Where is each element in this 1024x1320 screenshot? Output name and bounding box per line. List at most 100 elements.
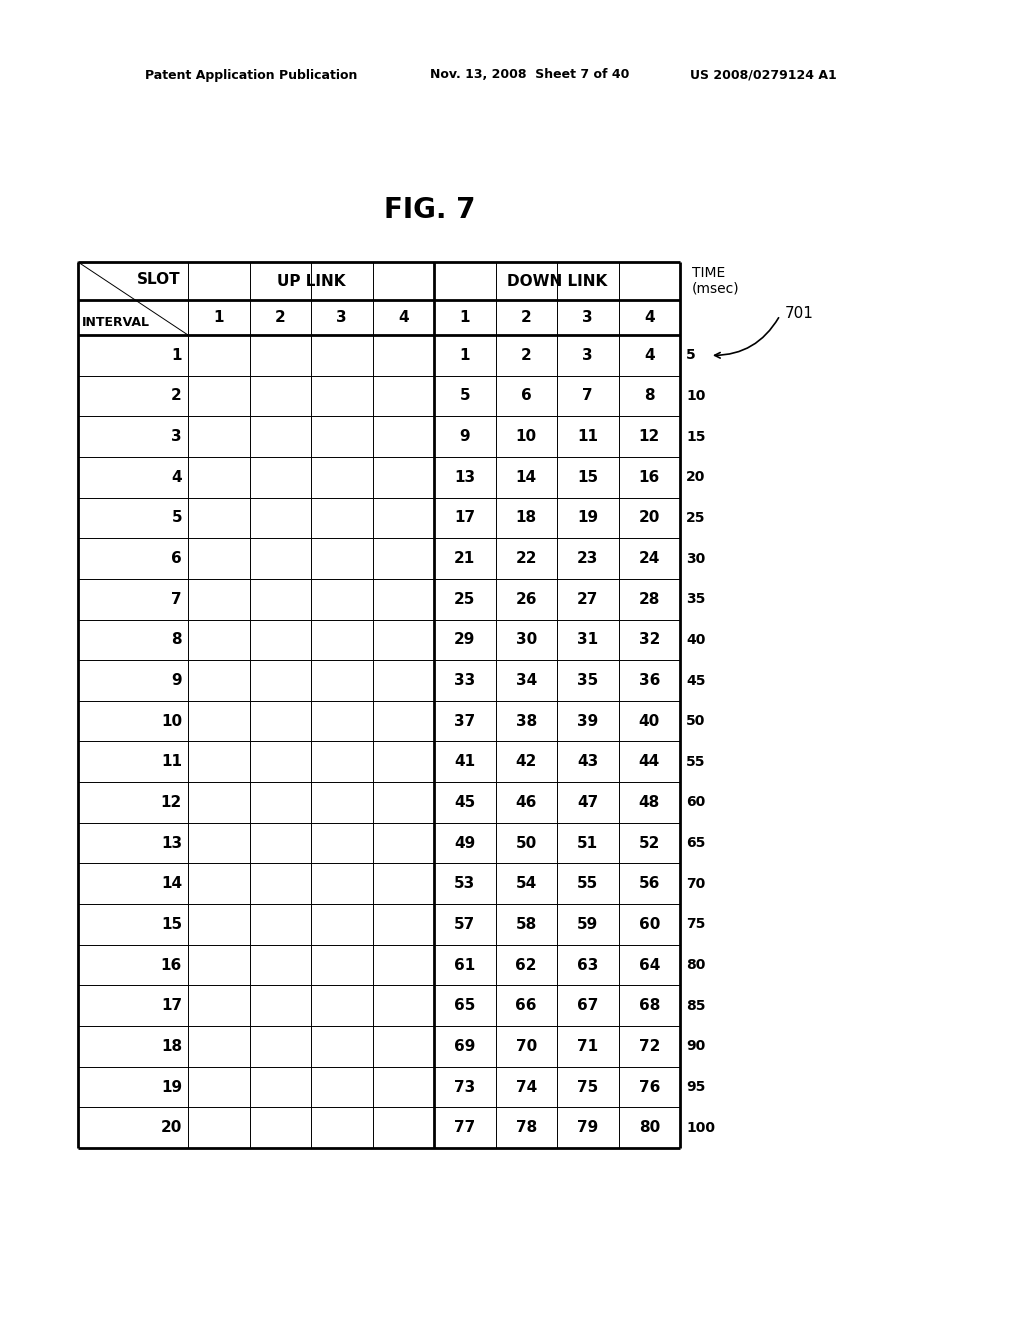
Text: 9: 9 (171, 673, 182, 688)
Text: 60: 60 (639, 917, 659, 932)
Text: 16: 16 (161, 957, 182, 973)
Text: INTERVAL: INTERVAL (82, 315, 150, 329)
Text: 4: 4 (644, 348, 654, 363)
Text: 25: 25 (686, 511, 706, 525)
Text: 60: 60 (686, 796, 706, 809)
Text: 30: 30 (516, 632, 537, 647)
Text: 2: 2 (171, 388, 182, 404)
Text: 68: 68 (639, 998, 659, 1014)
Text: 5: 5 (686, 348, 695, 362)
Text: 10: 10 (686, 389, 706, 403)
Text: 15: 15 (161, 917, 182, 932)
Text: 26: 26 (515, 591, 537, 607)
Text: 51: 51 (578, 836, 598, 850)
Text: 73: 73 (454, 1080, 475, 1094)
Text: 74: 74 (516, 1080, 537, 1094)
Text: 2: 2 (521, 348, 531, 363)
Text: 20: 20 (161, 1121, 182, 1135)
Text: 4: 4 (398, 310, 409, 325)
Text: 40: 40 (639, 714, 659, 729)
Text: 44: 44 (639, 754, 659, 770)
Text: 90: 90 (686, 1039, 706, 1053)
Text: 6: 6 (171, 550, 182, 566)
Text: 17: 17 (161, 998, 182, 1014)
Text: 7: 7 (583, 388, 593, 404)
Text: 3: 3 (337, 310, 347, 325)
Text: 15: 15 (578, 470, 598, 484)
Text: 80: 80 (639, 1121, 659, 1135)
Text: 12: 12 (639, 429, 659, 444)
Text: 1: 1 (213, 310, 224, 325)
Text: 56: 56 (639, 876, 659, 891)
Text: 79: 79 (578, 1121, 598, 1135)
Text: 21: 21 (454, 550, 475, 566)
Text: 7: 7 (171, 591, 182, 607)
Text: 2: 2 (274, 310, 286, 325)
Text: 49: 49 (454, 836, 475, 850)
Text: 701: 701 (785, 306, 814, 321)
Text: 45: 45 (686, 673, 706, 688)
Text: 18: 18 (516, 511, 537, 525)
Text: 33: 33 (454, 673, 475, 688)
Text: 80: 80 (686, 958, 706, 972)
Text: 35: 35 (578, 673, 598, 688)
Text: 66: 66 (515, 998, 537, 1014)
Text: 62: 62 (515, 957, 537, 973)
Text: 57: 57 (454, 917, 475, 932)
Text: 30: 30 (686, 552, 706, 565)
Text: (msec): (msec) (692, 282, 739, 296)
Text: 27: 27 (578, 591, 598, 607)
Text: 95: 95 (686, 1080, 706, 1094)
Text: 50: 50 (686, 714, 706, 729)
Text: SLOT: SLOT (136, 272, 180, 286)
Text: 42: 42 (515, 754, 537, 770)
Text: 23: 23 (578, 550, 598, 566)
Text: 85: 85 (686, 999, 706, 1012)
Text: 55: 55 (578, 876, 598, 891)
Text: 69: 69 (454, 1039, 475, 1053)
Text: Nov. 13, 2008  Sheet 7 of 40: Nov. 13, 2008 Sheet 7 of 40 (430, 69, 630, 82)
Text: 75: 75 (686, 917, 706, 932)
Text: 5: 5 (171, 511, 182, 525)
Text: Patent Application Publication: Patent Application Publication (145, 69, 357, 82)
Text: 78: 78 (516, 1121, 537, 1135)
Text: 19: 19 (161, 1080, 182, 1094)
Text: 20: 20 (639, 511, 659, 525)
Text: 25: 25 (454, 591, 475, 607)
Text: 52: 52 (639, 836, 659, 850)
Text: 67: 67 (578, 998, 598, 1014)
Text: 22: 22 (515, 550, 537, 566)
Text: 58: 58 (516, 917, 537, 932)
Text: 46: 46 (515, 795, 537, 810)
Text: 77: 77 (454, 1121, 475, 1135)
Text: DOWN LINK: DOWN LINK (507, 273, 607, 289)
Text: 6: 6 (521, 388, 531, 404)
Text: 16: 16 (639, 470, 659, 484)
Text: 8: 8 (171, 632, 182, 647)
Text: 3: 3 (171, 429, 182, 444)
Text: 10: 10 (516, 429, 537, 444)
Text: 11: 11 (161, 754, 182, 770)
Text: 10: 10 (161, 714, 182, 729)
Text: 8: 8 (644, 388, 654, 404)
Text: 55: 55 (686, 755, 706, 768)
Text: 53: 53 (454, 876, 475, 891)
Text: 9: 9 (460, 429, 470, 444)
Text: 100: 100 (686, 1121, 715, 1135)
Text: 14: 14 (161, 876, 182, 891)
Text: 3: 3 (583, 310, 593, 325)
Text: 32: 32 (639, 632, 659, 647)
Text: 20: 20 (686, 470, 706, 484)
Text: 14: 14 (516, 470, 537, 484)
Text: TIME: TIME (692, 267, 725, 280)
Text: 31: 31 (578, 632, 598, 647)
Text: 45: 45 (454, 795, 475, 810)
Text: 13: 13 (161, 836, 182, 850)
Text: 75: 75 (578, 1080, 598, 1094)
Text: 12: 12 (161, 795, 182, 810)
Text: 17: 17 (455, 511, 475, 525)
Text: 76: 76 (639, 1080, 659, 1094)
Text: 36: 36 (639, 673, 659, 688)
Text: UP LINK: UP LINK (276, 273, 345, 289)
Text: 54: 54 (516, 876, 537, 891)
